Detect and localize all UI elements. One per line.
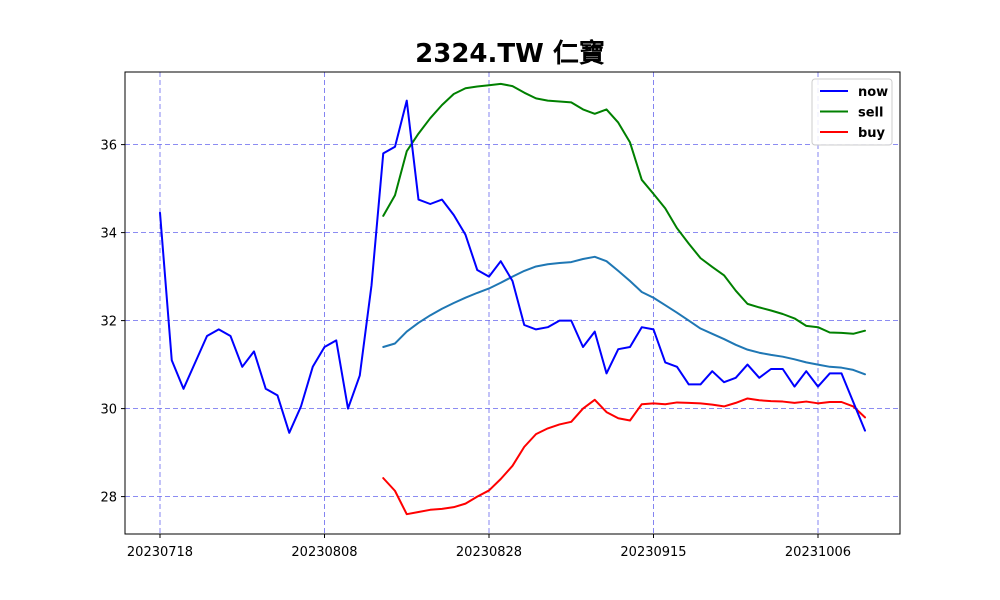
legend-label-sell: sell [858, 106, 883, 121]
chart-title: 2324.TW 仁寶 [415, 38, 605, 69]
x-axis: 20230718 20230808 20230828 20230915 20231006 [127, 534, 851, 560]
legend-label-buy: buy [858, 126, 886, 141]
series-lines [159, 82, 866, 516]
x-tick-label: 20230828 [456, 545, 522, 560]
plot-frame [124, 71, 901, 535]
y-tick-label: 34 [100, 227, 117, 242]
series-line-now [159, 99, 866, 434]
series-line-buy [382, 397, 866, 516]
x-tick-label: 20230808 [291, 545, 357, 560]
series-line-average [382, 255, 866, 376]
y-tick-label: 36 [100, 139, 117, 154]
legend-box [811, 78, 893, 146]
x-tick-label: 20231006 [785, 545, 851, 560]
y-tick-label: 32 [100, 315, 117, 330]
y-tick-label: 28 [100, 491, 117, 506]
legend: now sell buy [811, 78, 893, 146]
x-tick-label: 20230718 [127, 545, 193, 560]
y-axis: 28 30 32 34 36 [100, 139, 125, 506]
grid [125, 72, 900, 534]
y-tick-label: 30 [100, 403, 117, 418]
x-tick-label: 20230915 [620, 545, 686, 560]
legend-label-now: now [858, 85, 888, 100]
series-line-sell [382, 82, 866, 335]
